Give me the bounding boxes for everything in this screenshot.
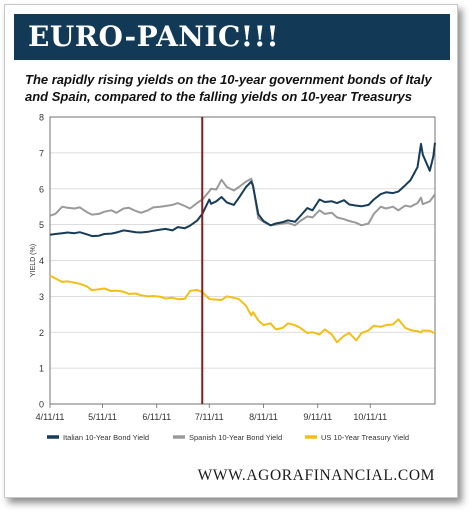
x-tick-label: 10/11/11 [353, 412, 387, 422]
y-tick-label: 8 [39, 113, 44, 123]
footer-source: WWW.AGORAFINANCIAL.COM [5, 467, 457, 485]
y-tick-label: 1 [39, 364, 44, 374]
y-tick-label: 7 [39, 148, 44, 158]
x-tick-label: 9/11/11 [303, 412, 332, 422]
legend-spain-label: Spanish 10-Year Bond Yield [189, 433, 282, 442]
y-tick-label: 3 [39, 292, 44, 302]
y-tick-label: 0 [39, 400, 44, 410]
us-treasury-yield-line [49, 274, 436, 344]
footer-url: WWW.AGORAFINANCIAL.COM [197, 467, 435, 484]
y-axis-label: YIELD (%) [30, 244, 37, 277]
chart-card: EURO-PANIC!!! The rapidly rising yields … [4, 4, 458, 498]
chart-subtitle: The rapidly rising yields on the 10-year… [25, 72, 432, 104]
italian-yield-line [49, 142, 436, 238]
x-tick-label: 4/11/11 [36, 412, 65, 422]
y-tick-label: 5 [39, 220, 44, 230]
yield-line-chart: 0 1 2 3 4 5 6 7 8 YIELD (%) 4/11/11 5/11/11 6/11/11 7… [30, 113, 436, 442]
spanish-yield-line [49, 177, 436, 227]
legend-italy-label: Italian 10-Year Bond Yield [63, 433, 149, 442]
y-tick-label: 2 [39, 328, 44, 338]
x-tick-label: 8/11/11 [249, 412, 278, 422]
x-tick-label: 7/11/11 [195, 412, 224, 422]
y-tick-label: 4 [39, 256, 44, 266]
banner-title: EURO-PANIC!!! [28, 20, 280, 53]
x-tick-label: 5/11/11 [88, 412, 117, 422]
legend-us-label: US 10-Year Treasury Yield [321, 433, 409, 442]
y-tick-label: 6 [39, 184, 44, 194]
x-tick-label: 6/11/11 [142, 412, 171, 422]
title-banner: EURO-PANIC!!! [14, 14, 450, 60]
plot-area [49, 116, 436, 405]
